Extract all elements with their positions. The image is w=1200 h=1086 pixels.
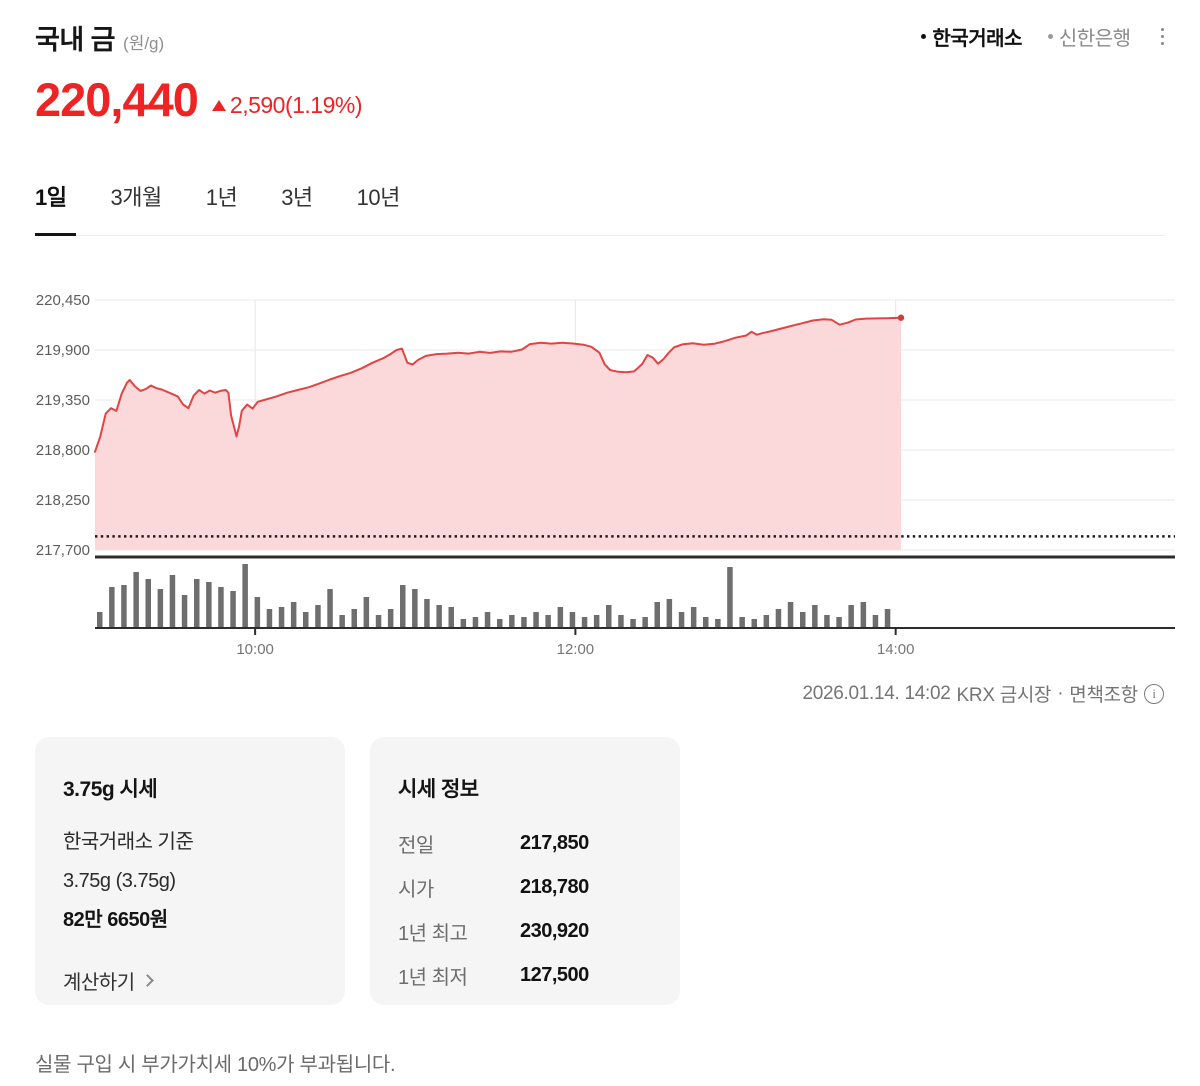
chevron-right-icon	[140, 974, 154, 987]
row-label: 시가	[398, 878, 434, 901]
tab-1day[interactable]: 1일	[35, 180, 67, 212]
source-label: 신한은행	[1058, 28, 1131, 50]
bullet-icon	[921, 34, 927, 39]
svg-text:10:00: 10:00	[236, 641, 274, 658]
row-label: 1년 최고	[398, 922, 468, 945]
change-percent: (1.19%)	[284, 92, 363, 118]
source-krx[interactable]: 한국거래소	[921, 22, 1022, 51]
info-icon[interactable]	[1144, 683, 1164, 704]
row-value: 218,780	[520, 875, 589, 898]
unit-price-value: 82만 6650원	[63, 909, 168, 931]
tab-10year[interactable]: 10년	[357, 180, 401, 212]
timestamp: 2026.01.14. 14:02	[802, 682, 951, 704]
market-name: KRX 금시장	[956, 685, 1052, 706]
unit-price-card-title: 3.75g 시세	[63, 778, 158, 801]
bullet-icon	[1047, 34, 1053, 39]
unit-price-weight: 3.75g (3.75g)	[63, 870, 176, 892]
price-change: 2,590 (1.19%)	[211, 92, 363, 119]
calculator-link-label: 계산하기	[63, 972, 135, 994]
price-row: 220,440 2,590 (1.19%)	[35, 73, 363, 126]
svg-text:218,800: 218,800	[36, 442, 90, 459]
table-row: 1년 최고 230,920	[398, 909, 652, 953]
quote-info-rows: 전일 217,850 시가 218,780 1년 최고 230,920 1년 최…	[398, 821, 652, 997]
more-menu-icon[interactable]	[1155, 25, 1171, 49]
row-value: 230,920	[520, 919, 589, 942]
page-title: 국내 금	[35, 25, 116, 55]
vat-notice: 실물 구입 시 부가가치세 10%가 부과됩니다.	[35, 1054, 396, 1076]
header: 국내 금 (원/g) 한국거래소 신한은행	[35, 18, 1170, 57]
row-value: 127,500	[520, 963, 589, 986]
current-price: 220,440	[35, 73, 199, 126]
active-tab-underline	[35, 233, 76, 236]
price-volume-chart[interactable]: 220,450 219,900 219,350 218,800 218,250 217,7…	[35, 290, 1175, 662]
disclaimer-link[interactable]: 면책조항	[1069, 685, 1138, 706]
table-row: 전일 217,850	[398, 821, 652, 865]
quote-info-card: 시세 정보 전일 217,850 시가 218,780 1년 최고 230,92…	[370, 737, 680, 1005]
quote-info-card-title: 시세 정보	[398, 778, 479, 801]
tab-3month[interactable]: 3개월	[110, 180, 162, 212]
table-row: 시가 218,780	[398, 865, 652, 909]
up-arrow-icon	[211, 100, 226, 111]
svg-text:219,350: 219,350	[36, 392, 90, 409]
change-amount: 2,590	[229, 92, 286, 118]
price-unit: (원/g)	[123, 34, 165, 53]
unit-price-card: 3.75g 시세 한국거래소 기준 3.75g (3.75g) 82만 6650…	[35, 737, 345, 1005]
period-tabs: 1일 3개월 1년 3년 10년	[35, 180, 400, 212]
calculator-link[interactable]: 계산하기	[63, 966, 154, 995]
row-label: 1년 최저	[398, 966, 468, 989]
svg-text:14:00: 14:00	[877, 641, 915, 658]
row-label: 전일	[398, 834, 434, 857]
source-label: 한국거래소	[932, 28, 1022, 50]
svg-text:218,250: 218,250	[36, 492, 90, 509]
tab-3year[interactable]: 3년	[281, 180, 313, 212]
source-shinhan[interactable]: 신한은행	[1047, 22, 1131, 51]
tab-1year[interactable]: 1년	[206, 180, 238, 212]
source-toggle-group: 한국거래소 신한은행	[895, 22, 1170, 51]
table-row: 1년 최저 127,500	[398, 953, 652, 997]
title-wrap: 국내 금 (원/g)	[35, 18, 164, 57]
unit-price-card-body: 한국거래소 기준 3.75g (3.75g) 82만 6650원	[63, 823, 317, 940]
svg-text:217,700: 217,700	[36, 542, 90, 559]
row-value: 217,850	[520, 831, 589, 854]
svg-text:219,900: 219,900	[36, 342, 90, 359]
svg-text:12:00: 12:00	[557, 641, 595, 658]
price-chart-svg[interactable]: 220,450 219,900 219,350 218,800 218,250 217,7…	[35, 290, 1175, 662]
svg-text:220,450: 220,450	[36, 292, 90, 309]
meta-separator: ·	[1057, 682, 1064, 704]
tabs-divider	[35, 235, 1165, 236]
unit-price-basis: 한국거래소 기준	[63, 831, 194, 853]
chart-meta: 2026.01.14. 14:02 KRX 금시장 · 면책조항	[796, 680, 1164, 707]
